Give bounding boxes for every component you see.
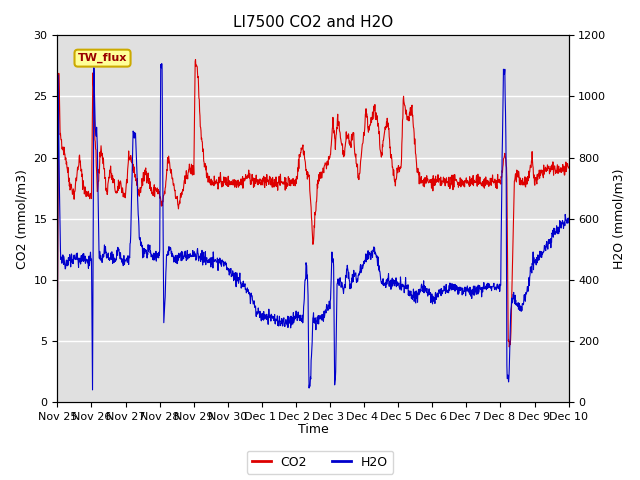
Y-axis label: CO2 (mmol/m3): CO2 (mmol/m3) — [15, 169, 28, 269]
CO2 — [114, 183, 122, 189]
CO2 — [271, 179, 278, 185]
CO2 — [191, 57, 199, 62]
H2O — [282, 318, 289, 324]
H2O — [158, 61, 166, 67]
H2O — [89, 387, 97, 393]
CO2 — [506, 344, 513, 350]
CO2 — [54, 324, 61, 330]
H2O — [54, 342, 61, 348]
CO2 — [291, 180, 298, 186]
Y-axis label: H2O (mmol/m3): H2O (mmol/m3) — [612, 168, 625, 269]
CO2 — [282, 187, 289, 193]
Legend: CO2, H2O: CO2, H2O — [247, 451, 393, 474]
Line: H2O: H2O — [58, 64, 568, 390]
H2O — [271, 320, 279, 326]
H2O — [564, 216, 572, 222]
H2O — [291, 313, 299, 319]
Title: LI7500 CO2 and H2O: LI7500 CO2 and H2O — [233, 15, 393, 30]
CO2 — [93, 178, 101, 183]
CO2 — [345, 132, 353, 137]
Line: CO2: CO2 — [58, 60, 568, 347]
H2O — [345, 274, 353, 280]
X-axis label: Time: Time — [298, 423, 328, 436]
CO2 — [564, 165, 572, 171]
Text: TW_flux: TW_flux — [78, 53, 127, 63]
H2O — [93, 143, 101, 148]
H2O — [115, 245, 122, 251]
